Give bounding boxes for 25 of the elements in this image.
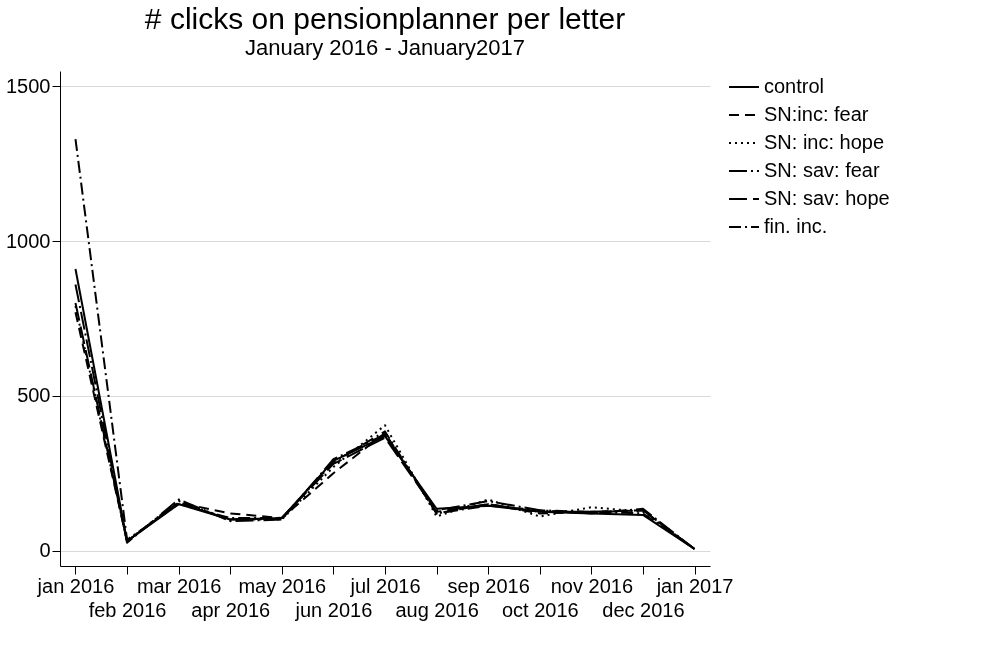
legend-label: control bbox=[764, 75, 825, 97]
x-tick-label: oct 2016 bbox=[501, 598, 579, 621]
x-tick-label: jun 2016 bbox=[294, 598, 373, 621]
legend-label: fin. inc. bbox=[764, 215, 828, 237]
chart-title: # clicks on pensionplanner per letter bbox=[144, 2, 626, 35]
x-tick-label: sep 2016 bbox=[447, 574, 530, 597]
legend-label: SN: sav: hope bbox=[764, 187, 890, 209]
x-tick-label: nov 2016 bbox=[550, 574, 633, 597]
legend-label: SN: inc: hope bbox=[764, 131, 885, 153]
x-tick-label: jan 2017 bbox=[655, 574, 734, 597]
x-tick-label: feb 2016 bbox=[88, 598, 167, 621]
x-tick-label: aug 2016 bbox=[395, 598, 479, 621]
y-tick-label: 1000 bbox=[6, 229, 51, 252]
x-tick-label: jan 2016 bbox=[36, 574, 115, 597]
y-tick-label: 1500 bbox=[6, 74, 51, 97]
x-tick-label: apr 2016 bbox=[191, 598, 271, 621]
x-tick-label: may 2016 bbox=[238, 574, 327, 597]
x-tick-label: dec 2016 bbox=[602, 598, 685, 621]
chart-subtitle: January 2016 - January2017 bbox=[244, 35, 526, 60]
y-tick-label: 500 bbox=[17, 384, 51, 407]
legend-label: SN:inc: fear bbox=[764, 103, 869, 125]
y-tick-label: 0 bbox=[39, 539, 51, 562]
x-tick-label: jul 2016 bbox=[349, 574, 421, 597]
x-tick-label: mar 2016 bbox=[136, 574, 222, 597]
legend-label: SN: sav: fear bbox=[764, 159, 880, 181]
